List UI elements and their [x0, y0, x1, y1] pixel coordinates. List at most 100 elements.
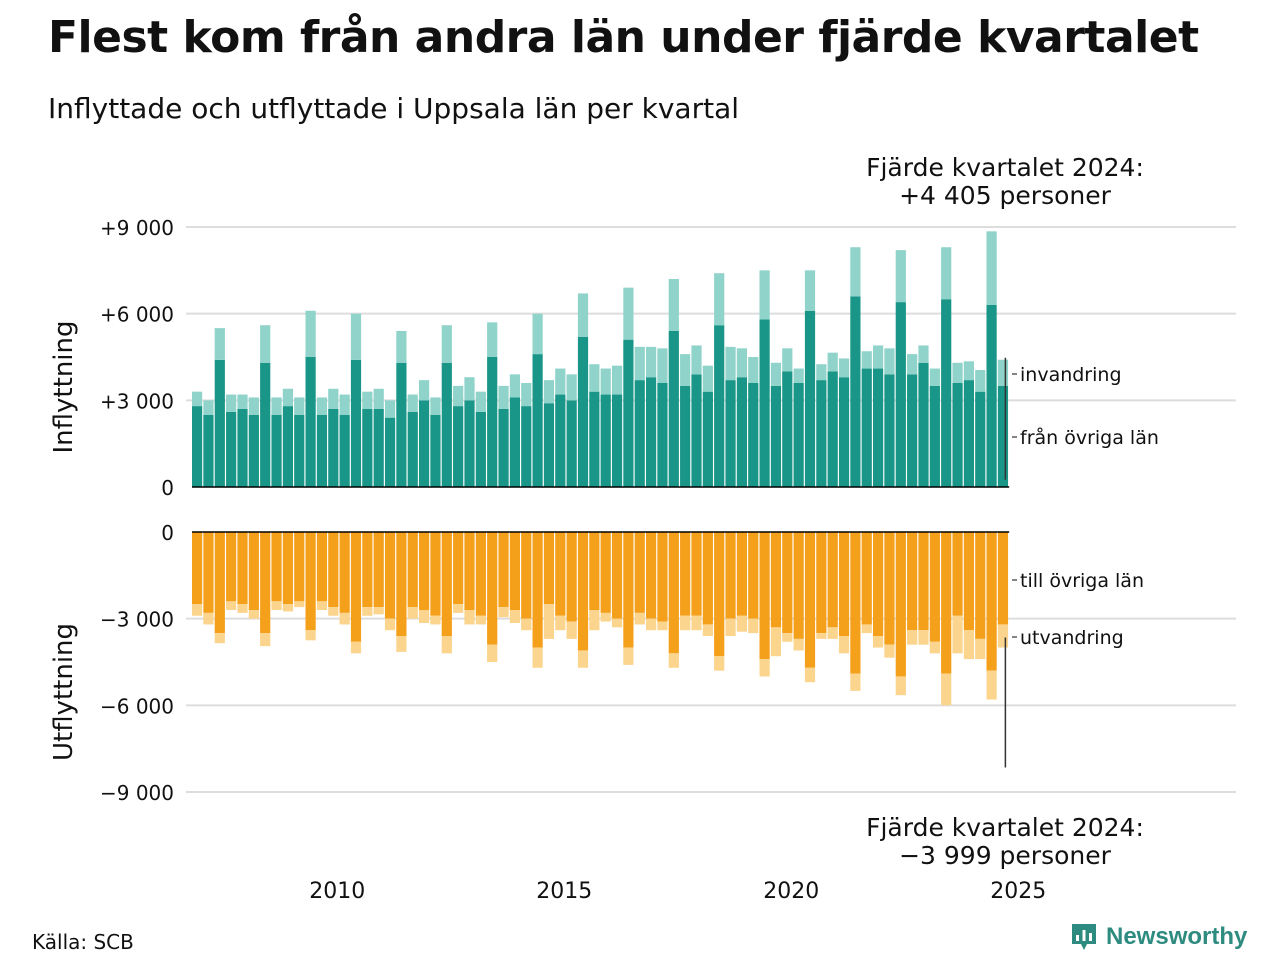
bar-in-domestic	[192, 406, 203, 487]
bar-in-immigration	[657, 348, 668, 383]
bar-out-domestic	[362, 532, 373, 608]
newsworthy-logo[interactable]: Newsworthy	[1070, 922, 1247, 952]
bar-out-domestic	[782, 532, 793, 634]
bar-out-domestic	[941, 532, 952, 674]
bar-out-emigration	[884, 644, 895, 658]
bar-out-emigration	[203, 612, 214, 625]
bar-in-domestic	[362, 409, 373, 487]
bar-in-immigration	[475, 391, 486, 412]
bar-in-domestic	[895, 302, 906, 487]
bar-in-immigration	[600, 368, 611, 395]
bar-in-domestic	[748, 383, 759, 487]
bar-out-emigration	[646, 618, 657, 631]
bar-out-domestic	[895, 532, 906, 677]
bar-out-domestic	[487, 532, 498, 645]
bar-out-domestic	[907, 532, 918, 631]
bar-in-domestic	[453, 406, 464, 487]
bar-in-domestic	[861, 368, 872, 487]
bar-in-immigration	[680, 354, 691, 386]
bar-in-immigration	[873, 345, 884, 369]
bar-in-immigration	[668, 279, 679, 331]
bar-in-domestic	[963, 380, 974, 487]
bar-in-domestic	[804, 310, 816, 487]
bar-out-emigration	[975, 638, 986, 660]
bar-in-domestic	[714, 325, 725, 487]
bar-in-domestic	[634, 380, 645, 487]
bar-out-emigration	[997, 624, 1009, 648]
bar-out-domestic	[963, 532, 974, 631]
bar-out-emigration	[282, 604, 293, 612]
bar-in-domestic	[600, 394, 611, 487]
bar-out-emigration	[248, 610, 259, 619]
bar-out-emigration	[657, 621, 668, 631]
bar-in-domestic	[543, 403, 555, 487]
bar-out-domestic	[555, 532, 566, 616]
bar-in-immigration	[793, 368, 804, 383]
y-tick-label-bottom: −6 000	[100, 694, 174, 718]
bar-out-domestic	[623, 532, 634, 648]
bar-out-emigration	[873, 636, 884, 648]
bar-in-domestic	[646, 377, 657, 487]
y-tick-label-top: 0	[161, 476, 174, 500]
bar-out-emigration	[702, 624, 713, 636]
bar-out-domestic	[214, 532, 225, 634]
chart-title: Flest kom från andra län under fjärde kv…	[48, 12, 1199, 63]
bar-in-immigration	[702, 365, 713, 392]
bar-in-domestic	[702, 391, 713, 487]
y-tick-label-bottom: 0	[161, 521, 174, 545]
bar-out-domestic	[611, 532, 623, 619]
bar-in-immigration	[850, 247, 861, 297]
bar-out-emigration	[986, 670, 997, 700]
bar-out-domestic	[543, 532, 555, 605]
bar-in-immigration	[407, 394, 418, 412]
bar-out-domestic	[691, 532, 702, 616]
bar-out-domestic	[657, 532, 668, 622]
bar-out-emigration	[475, 615, 486, 625]
bar-out-emigration	[748, 618, 759, 634]
bar-out-emigration	[941, 673, 952, 706]
bar-out-domestic	[430, 532, 441, 616]
bar-out-emigration	[328, 607, 339, 616]
bar-out-domestic	[532, 532, 543, 648]
bar-out-domestic	[668, 532, 679, 654]
annotation-top-line2: +4 405 personer	[899, 181, 1112, 210]
y-tick-label-top: +3 000	[100, 389, 174, 413]
bar-out-domestic	[294, 532, 305, 602]
bar-out-emigration	[611, 618, 623, 628]
bar-in-domestic	[350, 359, 362, 487]
bar-out-emigration	[498, 607, 509, 618]
bar-in-domestic	[759, 319, 770, 487]
bar-in-domestic	[691, 374, 702, 487]
bar-out-domestic	[600, 532, 611, 613]
newsworthy-logo-icon	[1072, 924, 1096, 950]
bar-out-domestic	[464, 532, 475, 610]
bar-out-domestic	[929, 532, 940, 642]
bar-out-domestic	[248, 532, 259, 610]
bar-out-domestic	[873, 532, 884, 636]
bar-in-domestic	[521, 406, 532, 487]
bar-out-domestic	[203, 532, 214, 613]
bar-out-emigration	[895, 676, 906, 696]
bar-in-immigration	[464, 377, 475, 401]
bar-out-emigration	[441, 636, 452, 654]
bar-out-domestic	[748, 532, 759, 619]
bar-out-domestic	[736, 532, 747, 616]
bar-in-domestic	[589, 391, 600, 487]
bar-out-emigration	[725, 618, 736, 636]
source-label: Källa: SCB	[32, 930, 134, 954]
bar-in-immigration	[907, 354, 918, 375]
bar-out-emigration	[543, 604, 555, 639]
bar-out-emigration	[691, 615, 702, 631]
bar-in-domestic	[339, 414, 350, 487]
bar-out-domestic	[680, 532, 691, 616]
bar-out-domestic	[975, 532, 986, 639]
bar-out-emigration	[237, 604, 248, 613]
bar-in-domestic	[770, 385, 782, 487]
bar-out-domestic	[566, 532, 577, 622]
bar-out-domestic	[475, 532, 486, 616]
bar-in-domestic	[611, 394, 623, 487]
bar-out-emigration	[532, 647, 543, 668]
bar-out-domestic	[986, 532, 997, 671]
bar-in-domestic	[316, 414, 328, 487]
bar-out-domestic	[282, 532, 293, 605]
